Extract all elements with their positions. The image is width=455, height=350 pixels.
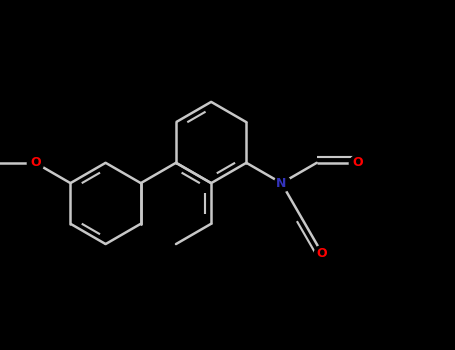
Text: O: O (30, 156, 40, 169)
Text: N: N (276, 177, 287, 190)
Text: O: O (317, 247, 328, 260)
Text: O: O (352, 156, 363, 169)
